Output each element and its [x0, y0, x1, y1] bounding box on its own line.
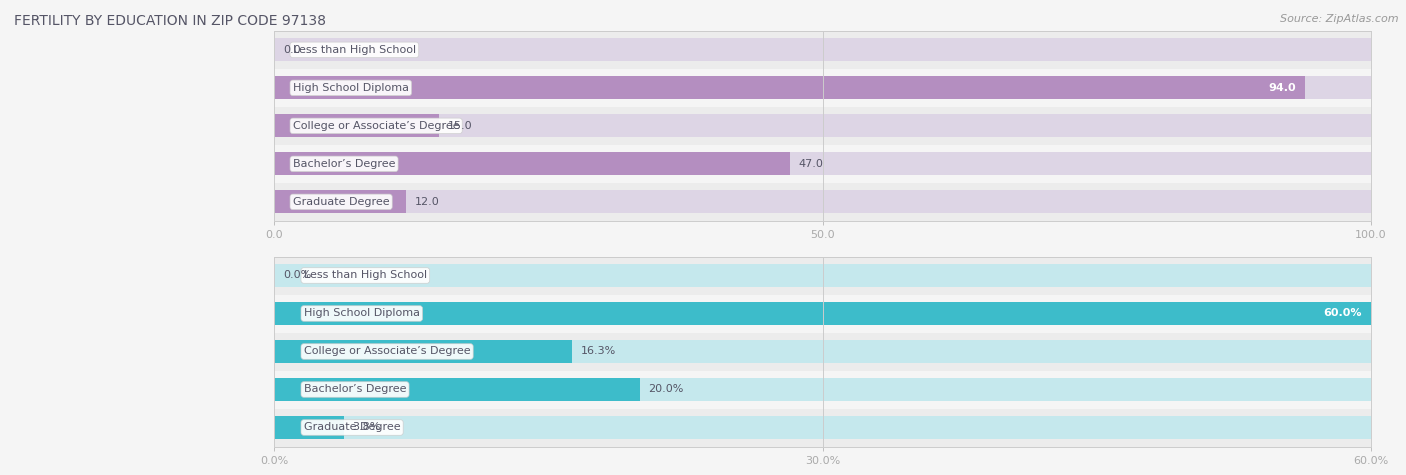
- Text: High School Diploma: High School Diploma: [292, 83, 409, 93]
- Text: 0.0%: 0.0%: [283, 270, 311, 281]
- Bar: [274, 378, 1371, 401]
- Text: 94.0: 94.0: [1268, 83, 1296, 93]
- Bar: [274, 340, 572, 363]
- Bar: [274, 370, 1371, 408]
- Bar: [274, 114, 439, 137]
- Bar: [274, 107, 1371, 145]
- Text: 16.3%: 16.3%: [581, 346, 616, 357]
- Bar: [274, 302, 1371, 325]
- Text: 12.0: 12.0: [415, 197, 439, 207]
- Text: 0.0: 0.0: [283, 45, 301, 55]
- Bar: [274, 302, 1371, 325]
- Text: Source: ZipAtlas.com: Source: ZipAtlas.com: [1281, 14, 1399, 24]
- Text: High School Diploma: High School Diploma: [304, 308, 420, 319]
- Text: FERTILITY BY EDUCATION IN ZIP CODE 97138: FERTILITY BY EDUCATION IN ZIP CODE 97138: [14, 14, 326, 28]
- Bar: [274, 145, 1371, 183]
- Bar: [274, 416, 1371, 439]
- Text: 47.0: 47.0: [799, 159, 824, 169]
- Text: College or Associate’s Degree: College or Associate’s Degree: [292, 121, 460, 131]
- Text: Less than High School: Less than High School: [292, 45, 416, 55]
- Bar: [274, 378, 640, 401]
- Text: Bachelor’s Degree: Bachelor’s Degree: [304, 384, 406, 395]
- Bar: [274, 408, 1371, 446]
- Bar: [274, 69, 1371, 107]
- Text: 15.0: 15.0: [447, 121, 472, 131]
- Bar: [274, 340, 1371, 363]
- Bar: [274, 294, 1371, 332]
- Bar: [274, 38, 1371, 61]
- Bar: [274, 190, 1371, 213]
- Text: 3.8%: 3.8%: [353, 422, 381, 433]
- Bar: [274, 332, 1371, 371]
- Bar: [274, 76, 1305, 99]
- Text: Graduate Degree: Graduate Degree: [292, 197, 389, 207]
- Text: Bachelor’s Degree: Bachelor’s Degree: [292, 159, 395, 169]
- Bar: [274, 76, 1371, 99]
- Text: Graduate Degree: Graduate Degree: [304, 422, 401, 433]
- Text: College or Associate’s Degree: College or Associate’s Degree: [304, 346, 471, 357]
- Bar: [274, 152, 790, 175]
- Bar: [274, 183, 1371, 221]
- Bar: [274, 152, 1371, 175]
- Text: Less than High School: Less than High School: [304, 270, 427, 281]
- Text: 20.0%: 20.0%: [648, 384, 683, 395]
- Bar: [274, 264, 1371, 287]
- Bar: [274, 114, 1371, 137]
- Bar: [274, 31, 1371, 69]
- Bar: [274, 416, 343, 439]
- Text: 60.0%: 60.0%: [1323, 308, 1362, 319]
- Bar: [274, 256, 1371, 294]
- Bar: [274, 190, 406, 213]
